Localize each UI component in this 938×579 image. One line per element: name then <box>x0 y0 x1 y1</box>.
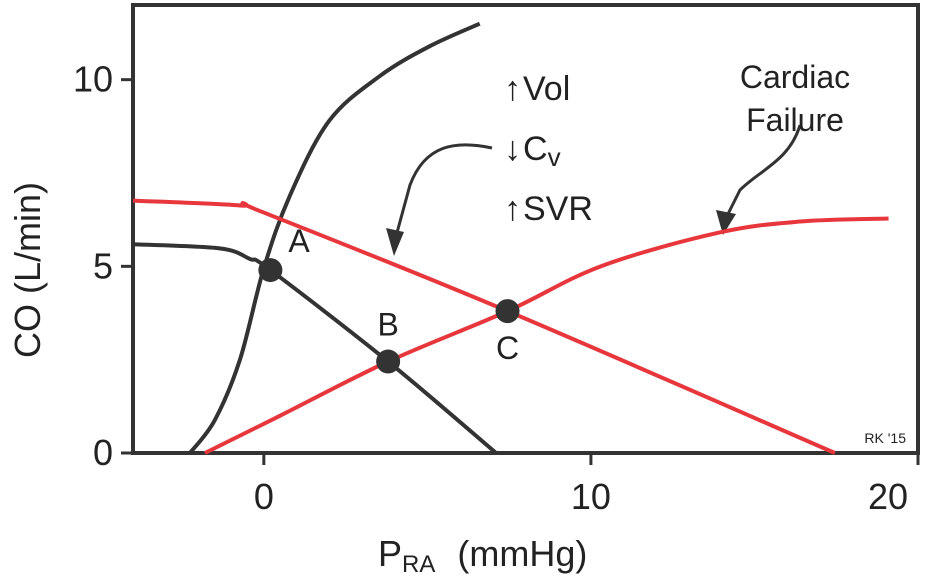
failure-label: Cardiac <box>740 59 850 95</box>
x-axis-label-main: P <box>378 533 402 574</box>
annotation: ↓Cv <box>504 130 561 172</box>
x-axis-label-sub: RA <box>402 551 435 578</box>
pointer-arrow-head <box>386 228 404 256</box>
y-tick-label: 5 <box>93 245 113 286</box>
pointer-arrow <box>724 124 802 219</box>
curve <box>188 21 481 455</box>
curve <box>204 216 889 455</box>
x-tick-label: 10 <box>571 476 611 517</box>
y-axis-label: CO (L/min) <box>7 182 48 358</box>
annotation: ↑Vol <box>504 70 570 108</box>
pointer-arrow <box>393 143 493 241</box>
x-tick-label: 20 <box>868 476 908 517</box>
annotation: ↑SVR <box>504 190 593 228</box>
pointer-arrow-head <box>716 210 736 235</box>
failure-label: Failure <box>746 102 844 138</box>
annotation-text: SVR <box>523 190 593 228</box>
annotation-sub: v <box>548 142 561 172</box>
point <box>495 299 520 324</box>
point-label: A <box>288 223 310 259</box>
point-label: B <box>377 307 398 343</box>
annotation-text: Vol <box>523 70 570 108</box>
curve <box>132 242 498 455</box>
annotation-arrow: ↑ <box>504 70 521 108</box>
y-tick-label: 10 <box>73 59 113 100</box>
x-axis-label-unit: (mmHg) <box>457 533 587 574</box>
point <box>258 258 283 283</box>
x-tick-label: 0 <box>254 476 274 517</box>
annotation-arrow: ↑ <box>504 190 521 228</box>
curve <box>132 198 836 455</box>
annotation-arrow: ↓ <box>504 130 521 168</box>
annotation-text: C <box>523 130 548 168</box>
x-axis-label: PRA (mmHg) <box>378 533 587 578</box>
plot-frame <box>131 3 920 455</box>
y-tick-label: 0 <box>93 432 113 473</box>
point <box>376 349 401 374</box>
point-label: C <box>496 330 519 366</box>
credit: RK '15 <box>864 430 906 446</box>
